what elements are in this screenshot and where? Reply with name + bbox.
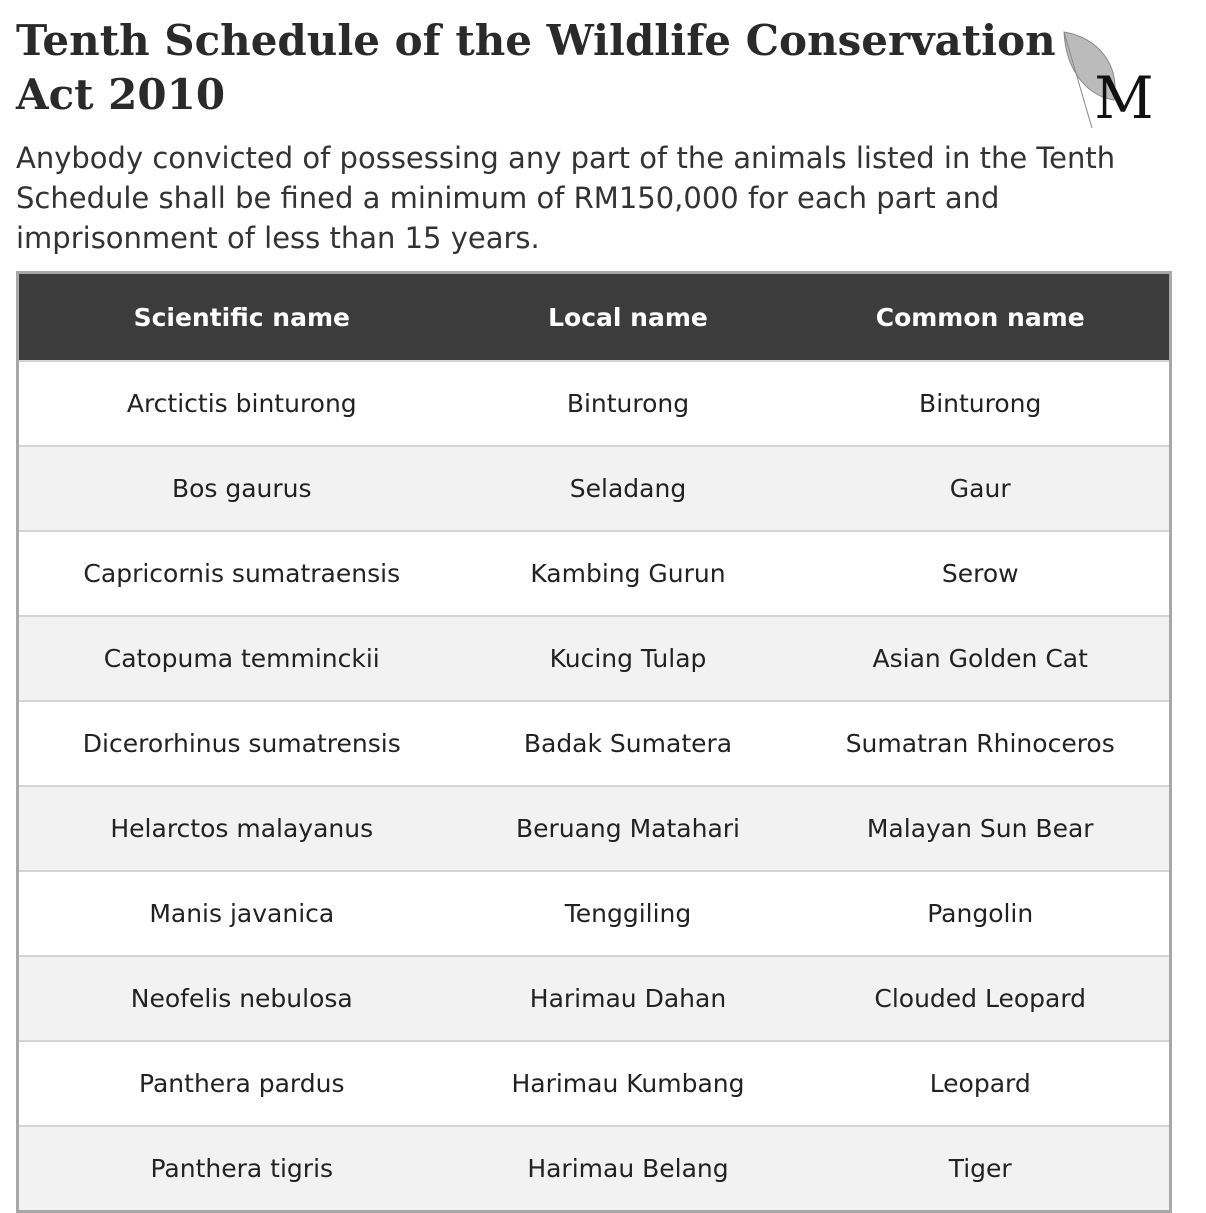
table-cell: Sumatran Rhinoceros — [791, 700, 1171, 786]
table-row: Panthera pardus Harimau Kumbang Leopard — [17, 1040, 1171, 1126]
table-cell: Binturong — [464, 360, 792, 446]
table-cell: Bos gaurus — [17, 445, 465, 531]
table-cell: Leopard — [791, 1040, 1171, 1126]
table-cell: Dicerorhinus sumatrensis — [17, 700, 465, 786]
table-cell: Arctictis binturong — [17, 360, 465, 446]
table-cell: Binturong — [791, 360, 1171, 446]
table-cell: Harimau Belang — [464, 1125, 792, 1212]
table-cell: Badak Sumatera — [464, 700, 792, 786]
table-cell: Beruang Matahari — [464, 785, 792, 871]
table-row: Dicerorhinus sumatrensis Badak Sumatera Su… — [17, 700, 1171, 786]
table-cell: Catopuma temminckii — [17, 615, 465, 701]
table-cell: Pangolin — [791, 870, 1171, 956]
table-body: Arctictis binturong Binturong Binturong Bos… — [17, 360, 1171, 1212]
table-cell: Malayan Sun Bear — [791, 785, 1171, 871]
table-cell: Tiger — [791, 1125, 1171, 1212]
table-cell: Harimau Dahan — [464, 955, 792, 1041]
table: Scientific name Local name Common name Arc… — [16, 271, 1172, 1213]
table-cell: Seladang — [464, 445, 792, 531]
table-cell: Asian Golden Cat — [791, 615, 1171, 701]
table-cell: Serow — [791, 530, 1171, 616]
table-cell: Neofelis nebulosa — [17, 955, 465, 1041]
table-cell: Panthera pardus — [17, 1040, 465, 1126]
table-cell: Manis javanica — [17, 870, 465, 956]
table-cell: Harimau Kumbang — [464, 1040, 792, 1126]
table-cell: Gaur — [791, 445, 1171, 531]
table-cell: Helarctos malayanus — [17, 785, 465, 871]
table-row: Neofelis nebulosa Harimau Dahan Clouded Le… — [17, 955, 1171, 1041]
table-cell: Panthera tigris — [17, 1125, 465, 1212]
column-header: Scientific name — [17, 272, 465, 361]
table-row: Catopuma temminckii Kucing Tulap Asian Gol… — [17, 615, 1171, 701]
leaf — [1063, 31, 1116, 101]
table-cell: Capricornis sumatraensis — [17, 530, 465, 616]
table-row: Manis javanica Tenggiling Pangolin — [17, 870, 1171, 956]
title: Tenth Schedule of the Wildlife Conservat… — [16, 16, 1056, 119]
table-row: Arctictis binturong Binturong Binturong — [17, 360, 1171, 446]
table-cell: Kambing Gurun — [464, 530, 792, 616]
table-row: Panthera tigris Harimau Belang Tiger — [17, 1125, 1171, 1212]
table-cell: Tenggiling — [464, 870, 792, 956]
leaf-stem — [1063, 31, 1093, 128]
header-row: Scientific name Local name Common name — [17, 272, 1171, 361]
table-row: Bos gaurus Seladang Gaur — [17, 445, 1171, 531]
logo-letter: M — [1094, 64, 1153, 128]
table-cell: Kucing Tulap — [464, 615, 792, 701]
column-header: Local name — [464, 272, 792, 361]
column-header: Common name — [791, 272, 1171, 361]
logo: M — [1063, 31, 1154, 128]
table-cell: Clouded Leopard — [791, 955, 1171, 1041]
subtitle: Anybody convicted of possessing any part… — [16, 141, 1116, 255]
table-row: Helarctos malayanus Beruang Matahari Malay… — [17, 785, 1171, 871]
table-row: Capricornis sumatraensis Kambing Gurun Ser… — [17, 530, 1171, 616]
